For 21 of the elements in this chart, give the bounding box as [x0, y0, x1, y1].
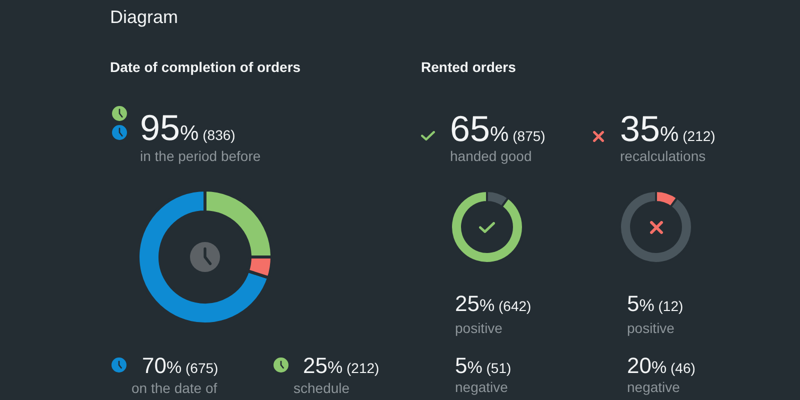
text: negative	[627, 379, 680, 396]
data-label: 25% (212)	[303, 353, 380, 378]
text: 65% (875)	[450, 108, 546, 148]
text: 35% (212)	[620, 108, 716, 148]
text: 5% (12)	[627, 291, 684, 316]
legend-label: on the date of	[132, 380, 218, 396]
text: handed good	[450, 148, 532, 164]
chart-title: Rented orders	[421, 59, 516, 76]
text: 95% (836)	[140, 106, 236, 148]
text: recalculations	[620, 148, 706, 164]
text: Diagram	[110, 6, 178, 27]
text: 5% (51)	[455, 353, 512, 378]
text: in the period before	[140, 148, 261, 164]
text: positive	[455, 320, 502, 336]
text: positive	[627, 320, 674, 336]
legend-label: schedule	[294, 380, 350, 396]
data-label: 70% (675)	[142, 353, 218, 378]
chart-title: Date of completion of orders	[110, 59, 301, 76]
text: 20% (46)	[627, 353, 696, 378]
text: 25% (642)	[455, 291, 532, 316]
text: negative	[455, 379, 508, 396]
